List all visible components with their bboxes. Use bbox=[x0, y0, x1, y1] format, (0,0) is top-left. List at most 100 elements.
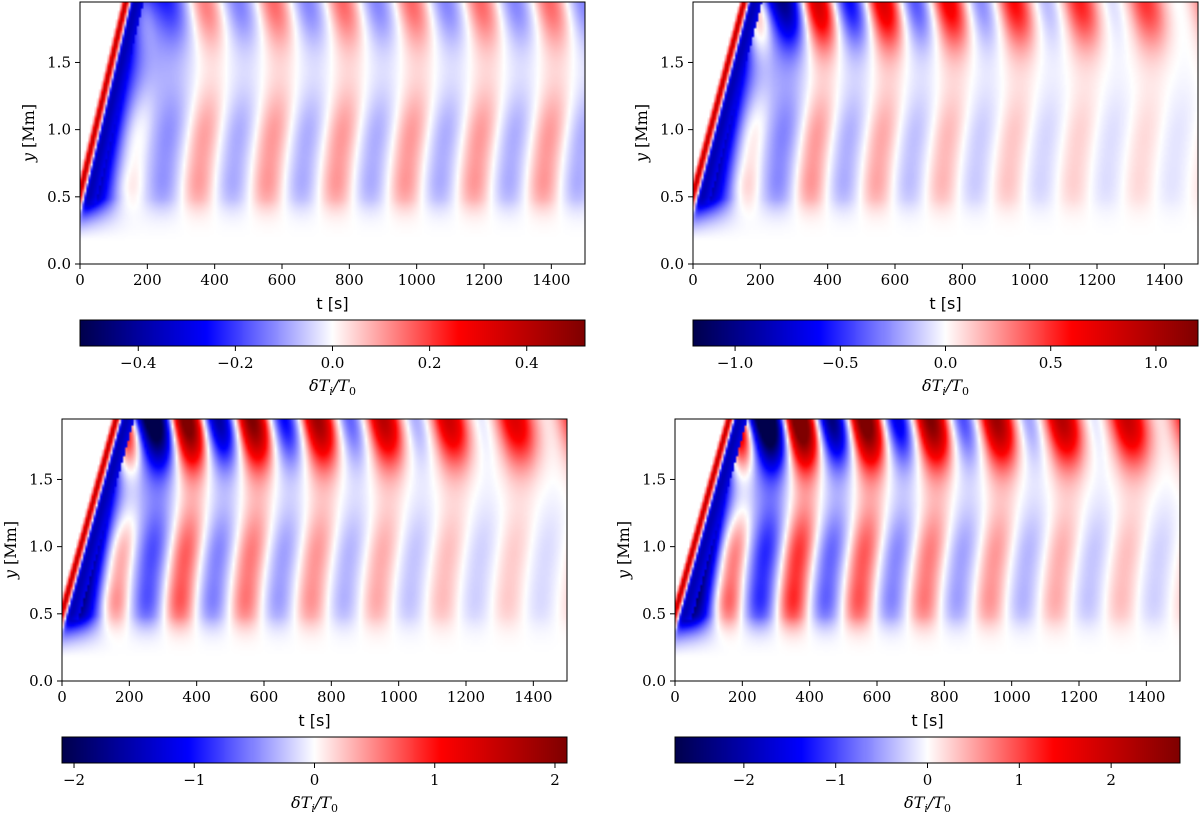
y-tick-label: 0.0 bbox=[29, 672, 53, 690]
panel-bottom-left: 0 200 400 600 800 1000 1200 1400 0.0 0.5 1.0 1.5 t [… bbox=[1, 418, 568, 815]
x-tick-label: 1400 bbox=[1127, 688, 1165, 706]
x-tick-label: 200 bbox=[133, 271, 162, 289]
panel-bottom-right: 0 200 400 600 800 1000 1200 1400 0.0 0.5 1.0 1.5 t [… bbox=[614, 418, 1181, 815]
colorbar-tick-label: 0.0 bbox=[934, 354, 958, 372]
colorbar: −0.4 −0.2 0.0 0.2 0.4 δTi/T0 bbox=[79, 319, 586, 398]
x-tick-label: 600 bbox=[250, 688, 279, 706]
x-tick-label: 400 bbox=[182, 688, 211, 706]
colorbar-tick-label: −1 bbox=[825, 771, 847, 789]
x-tick-label: 600 bbox=[863, 688, 892, 706]
x-tick-label: 200 bbox=[115, 688, 144, 706]
colorbar-label: δTi/T0 bbox=[922, 376, 969, 398]
y-tick-label: 0.5 bbox=[642, 605, 666, 623]
plot-frame bbox=[692, 1, 1199, 265]
x-tick-label: 600 bbox=[268, 271, 297, 289]
colorbar-label: δTi/T0 bbox=[309, 376, 356, 398]
colorbar-gradient bbox=[693, 320, 1198, 346]
x-tick-label: 1200 bbox=[447, 688, 485, 706]
colorbar-tick-label: 0 bbox=[310, 771, 320, 789]
y-tick-label: 0.0 bbox=[47, 255, 71, 273]
panel-top-right: 0 200 400 600 800 1000 1200 1400 0.0 0.5 1.0 1.5 t [… bbox=[632, 1, 1199, 398]
colorbar-gradient bbox=[675, 737, 1180, 763]
heatmap-image bbox=[675, 419, 1180, 681]
colorbar-label: δTi/T0 bbox=[904, 793, 951, 815]
x-tick-label: 400 bbox=[200, 271, 229, 289]
y-tick-label: 1.5 bbox=[29, 470, 53, 488]
y-axis-label: y [Mm] bbox=[19, 104, 38, 163]
x-tick-label: 600 bbox=[881, 271, 910, 289]
x-tick-label: 1400 bbox=[514, 688, 552, 706]
colorbar-tick-label: 0.2 bbox=[418, 354, 442, 372]
colorbar: −2 −1 0 1 2 δTi/T0 bbox=[674, 736, 1181, 815]
x-axis-label: t [s] bbox=[911, 711, 943, 730]
y-tick-label: 1.0 bbox=[47, 121, 71, 139]
x-tick-label: 0 bbox=[75, 271, 85, 289]
colorbar-tick-label: 0.0 bbox=[321, 354, 345, 372]
colorbar-tick-label: −2 bbox=[733, 771, 755, 789]
colorbar-tick-label: 0.5 bbox=[1039, 354, 1063, 372]
x-tick-label: 800 bbox=[335, 271, 364, 289]
colorbar-tick-label: 2 bbox=[1106, 771, 1116, 789]
y-tick-label: 1.5 bbox=[47, 53, 71, 71]
colorbar: −2 −1 0 1 2 δTi/T0 bbox=[61, 736, 568, 815]
x-tick-label: 1000 bbox=[398, 271, 436, 289]
x-tick-label: 800 bbox=[317, 688, 346, 706]
colorbar-tick-label: −1 bbox=[183, 771, 205, 789]
plot-frame bbox=[674, 418, 1181, 682]
x-tick-label: 1200 bbox=[465, 271, 503, 289]
x-tick-label: 1400 bbox=[1145, 271, 1183, 289]
colorbar-tick-label: 2 bbox=[550, 771, 560, 789]
colorbar-tick-label: −0.5 bbox=[822, 354, 858, 372]
colorbar-tick-label: −0.4 bbox=[120, 354, 156, 372]
x-tick-label: 1000 bbox=[1011, 271, 1049, 289]
x-tick-label: 1400 bbox=[532, 271, 570, 289]
y-tick-label: 0.5 bbox=[29, 605, 53, 623]
y-tick-label: 0.0 bbox=[660, 255, 684, 273]
heatmap-image bbox=[80, 2, 585, 264]
heatmap-image bbox=[693, 2, 1198, 264]
x-tick-label: 200 bbox=[746, 271, 775, 289]
x-tick-label: 200 bbox=[728, 688, 757, 706]
colorbar-label: δTi/T0 bbox=[291, 793, 338, 815]
colorbar-tick-label: −0.2 bbox=[217, 354, 253, 372]
y-tick-label: 0.5 bbox=[47, 188, 71, 206]
y-tick-label: 1.5 bbox=[642, 470, 666, 488]
colorbar-tick-label: −2 bbox=[63, 771, 85, 789]
x-tick-label: 1000 bbox=[380, 688, 418, 706]
y-tick-label: 0.0 bbox=[642, 672, 666, 690]
colorbar-gradient bbox=[62, 737, 567, 763]
y-axis-label: y [Mm] bbox=[614, 521, 633, 580]
plot-frame bbox=[79, 1, 586, 265]
x-axis-label: t [s] bbox=[316, 294, 348, 313]
x-tick-label: 0 bbox=[688, 271, 698, 289]
y-tick-label: 1.0 bbox=[29, 538, 53, 556]
y-tick-label: 1.5 bbox=[660, 53, 684, 71]
y-tick-label: 1.0 bbox=[642, 538, 666, 556]
x-tick-label: 1200 bbox=[1078, 271, 1116, 289]
colorbar-tick-label: 1 bbox=[1015, 771, 1025, 789]
x-tick-label: 0 bbox=[670, 688, 680, 706]
colorbar-tick-label: 0.4 bbox=[515, 354, 539, 372]
x-tick-label: 800 bbox=[948, 271, 977, 289]
x-tick-label: 1000 bbox=[993, 688, 1031, 706]
y-tick-label: 0.5 bbox=[660, 188, 684, 206]
y-axis-label: y [Mm] bbox=[632, 104, 651, 163]
x-tick-label: 0 bbox=[57, 688, 67, 706]
x-axis-label: t [s] bbox=[298, 711, 330, 730]
colorbar-tick-label: 1 bbox=[430, 771, 440, 789]
y-axis-label: y [Mm] bbox=[1, 521, 20, 580]
colorbar-tick-label: 0 bbox=[923, 771, 933, 789]
x-tick-label: 1200 bbox=[1060, 688, 1098, 706]
x-axis-label: t [s] bbox=[929, 294, 961, 313]
x-tick-label: 400 bbox=[795, 688, 824, 706]
heatmap-image bbox=[62, 419, 567, 681]
x-tick-label: 800 bbox=[930, 688, 959, 706]
colorbar-gradient bbox=[80, 320, 585, 346]
panel-top-left: 0 200 400 600 800 1000 1200 1400 0.0 0.5 1.0 1.5 t [… bbox=[19, 1, 586, 398]
colorbar: −1.0 −0.5 0.0 0.5 1.0 δTi/T0 bbox=[692, 319, 1199, 398]
x-tick-label: 400 bbox=[813, 271, 842, 289]
colorbar-tick-label: −1.0 bbox=[717, 354, 753, 372]
colorbar-tick-label: 1.0 bbox=[1144, 354, 1168, 372]
y-tick-label: 1.0 bbox=[660, 121, 684, 139]
